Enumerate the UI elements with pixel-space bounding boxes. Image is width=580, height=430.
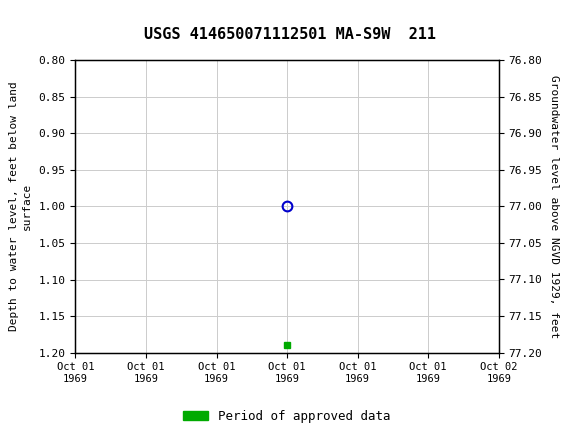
Text: USGS 414650071112501 MA-S9W  211: USGS 414650071112501 MA-S9W 211 bbox=[144, 27, 436, 42]
Y-axis label: Groundwater level above NGVD 1929, feet: Groundwater level above NGVD 1929, feet bbox=[549, 75, 559, 338]
Legend: Period of approved data: Period of approved data bbox=[179, 405, 396, 428]
Y-axis label: Depth to water level, feet below land
surface: Depth to water level, feet below land su… bbox=[9, 82, 32, 331]
Text: ▒USGS: ▒USGS bbox=[12, 4, 70, 26]
